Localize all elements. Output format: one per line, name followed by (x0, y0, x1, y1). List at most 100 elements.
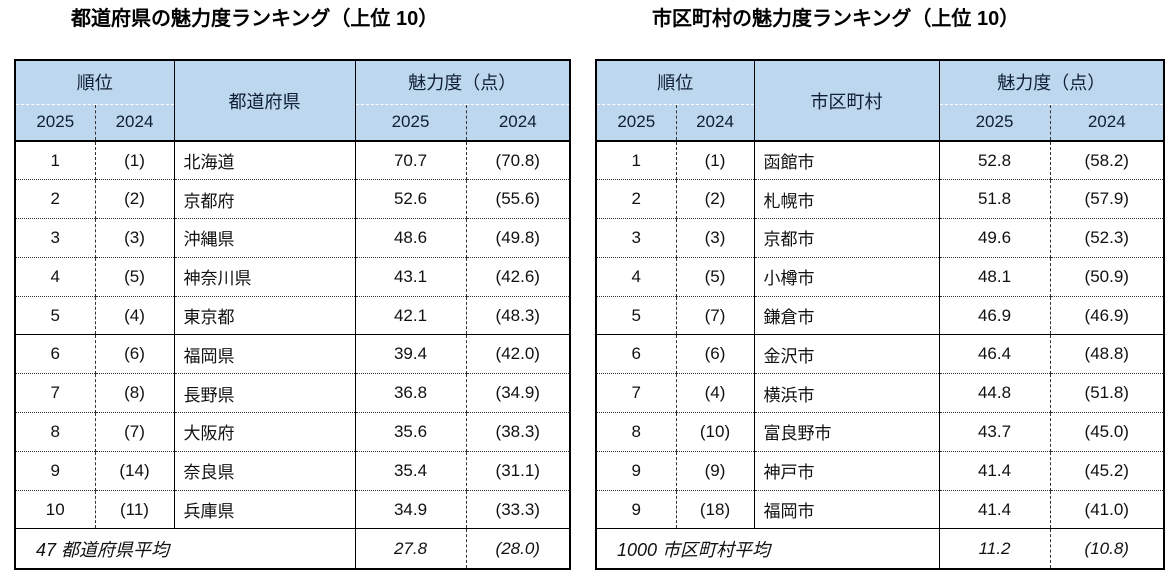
municipality-name-cell: 鎌倉市 (754, 295, 940, 335)
rank-year-current-header: 2025 (15, 104, 96, 141)
rank-cell: 4 (15, 256, 96, 297)
previous-rank-cell: (7) (676, 295, 755, 335)
table-row: 9 (14) 奈良県 35.4 (31.1) (15, 450, 570, 491)
municipality-ranking-table: 順位 市区町村 魅力度（点） 2025 2024 2025 2024 1 (1)… (595, 59, 1165, 570)
previous-score-cell: (34.9) (466, 373, 570, 413)
previous-rank-cell: (3) (95, 218, 175, 258)
previous-rank-cell: (5) (95, 256, 175, 297)
rank-cell: 6 (15, 334, 96, 374)
prefecture-name-cell: 兵庫県 (174, 489, 356, 529)
previous-score-cell: (42.0) (466, 334, 570, 374)
previous-score-cell: (38.3) (466, 412, 570, 452)
rank-cell: 1 (15, 140, 96, 180)
table-header: 順位 市区町村 魅力度（点） 2025 2024 2025 2024 (596, 60, 1164, 141)
rank-cell: 5 (15, 295, 96, 335)
prefecture-table-title: 都道府県の魅力度ランキング（上位 10） (71, 8, 439, 30)
table-header: 順位 都道府県 魅力度（点） 2025 2024 2025 2024 (15, 60, 570, 141)
municipality-name-cell: 金沢市 (754, 334, 940, 374)
rank-cell: 5 (596, 295, 677, 335)
previous-rank-cell: (3) (676, 218, 755, 258)
score-cell: 35.4 (355, 450, 467, 491)
previous-rank-cell: (10) (676, 412, 755, 452)
previous-score-cell: (51.8) (1050, 373, 1164, 413)
municipality-name-cell: 札幌市 (754, 179, 940, 219)
score-cell: 41.4 (939, 450, 1051, 491)
rank-cell: 1 (596, 140, 677, 180)
score-year-current-header: 2025 (355, 104, 467, 141)
previous-rank-cell: (1) (676, 140, 755, 180)
table-row: 7 (4) 横浜市 44.8 (51.8) (596, 373, 1164, 413)
rank-cell: 9 (15, 450, 96, 491)
table-row: 6 (6) 福岡県 39.4 (42.0) (15, 334, 570, 374)
average-label: 1000 市区町村平均 (596, 528, 940, 569)
table-row: 3 (3) 京都市 49.6 (52.3) (596, 218, 1164, 258)
score-year-previous-header: 2024 (466, 104, 570, 141)
previous-score-cell: (50.9) (1050, 256, 1164, 297)
table-row: 2 (2) 京都府 52.6 (55.6) (15, 179, 570, 219)
score-cell: 46.4 (939, 334, 1051, 374)
previous-score-cell: (55.6) (466, 179, 570, 219)
score-cell: 43.7 (939, 412, 1051, 452)
previous-rank-cell: (6) (676, 334, 755, 374)
table-body: 1 (1) 北海道 70.7 (70.8) 2 (2) 京都府 52.6 (55… (15, 140, 570, 529)
prefecture-name-cell: 北海道 (174, 140, 356, 180)
prefecture-name-cell: 東京都 (174, 295, 356, 335)
prefecture-name-cell: 沖縄県 (174, 218, 356, 258)
prefecture-name-cell: 奈良県 (174, 450, 356, 491)
previous-score-cell: (41.0) (1050, 489, 1164, 529)
score-year-previous-header: 2024 (1050, 104, 1164, 141)
rank-cell: 7 (596, 373, 677, 413)
score-cell: 43.1 (355, 256, 467, 297)
rank-cell: 9 (596, 450, 677, 491)
previous-score-cell: (49.8) (466, 218, 570, 258)
previous-score-cell: (70.8) (466, 140, 570, 180)
previous-rank-cell: (18) (676, 489, 755, 529)
prefecture-ranking-table: 順位 都道府県 魅力度（点） 2025 2024 2025 2024 1 (1)… (14, 59, 571, 570)
score-year-current-header: 2025 (939, 104, 1051, 141)
prefecture-name-cell: 京都府 (174, 179, 356, 219)
score-cell: 41.4 (939, 489, 1051, 529)
table-row: 4 (5) 小樽市 48.1 (50.9) (596, 256, 1164, 297)
average-score-cell: 27.8 (355, 528, 467, 569)
previous-rank-cell: (1) (95, 140, 175, 180)
rank-cell: 9 (596, 489, 677, 529)
score-cell: 39.4 (355, 334, 467, 374)
table-row: 2 (2) 札幌市 51.8 (57.9) (596, 179, 1164, 219)
previous-rank-cell: (7) (95, 412, 175, 452)
previous-score-cell: (45.0) (1050, 412, 1164, 452)
score-cell: 34.9 (355, 489, 467, 529)
average-label: 47 都道府県平均 (15, 528, 356, 569)
municipality-name-cell: 小樽市 (754, 256, 940, 297)
rank-group-header: 順位 (15, 60, 174, 105)
rank-cell: 10 (15, 489, 96, 529)
score-cell: 35.6 (355, 412, 467, 452)
score-group-header: 魅力度（点） (355, 60, 570, 105)
previous-score-cell: (33.3) (466, 489, 570, 529)
rank-year-previous-header: 2024 (95, 104, 174, 141)
table-row: 6 (6) 金沢市 46.4 (48.8) (596, 334, 1164, 374)
previous-rank-cell: (8) (95, 373, 175, 413)
municipality-name-cell: 神戸市 (754, 450, 940, 491)
municipality-table-title: 市区町村の魅力度ランキング（上位 10） (652, 8, 1020, 30)
municipality-ranking-panel: 市区町村の魅力度ランキング（上位 10） 順位 市区町村 魅力度（点） 2025… (595, 6, 1165, 570)
municipality-name-cell: 富良野市 (754, 412, 940, 452)
score-cell: 52.6 (355, 179, 467, 219)
previous-score-cell: (31.1) (466, 450, 570, 491)
rank-cell: 8 (596, 412, 677, 452)
previous-rank-cell: (2) (676, 179, 755, 219)
previous-score-cell: (48.8) (1050, 334, 1164, 374)
score-group-header: 魅力度（点） (939, 60, 1164, 105)
prefecture-name-cell: 神奈川県 (174, 256, 356, 297)
previous-rank-cell: (5) (676, 256, 755, 297)
average-score-cell: 11.2 (939, 528, 1051, 569)
previous-rank-cell: (4) (676, 373, 755, 413)
table-row: 5 (4) 東京都 42.1 (48.3) (15, 295, 570, 335)
rank-cell: 4 (596, 256, 677, 297)
average-previous-score-cell: (10.8) (1050, 528, 1164, 569)
prefecture-name-cell: 長野県 (174, 373, 356, 413)
average-row: 47 都道府県平均 27.8 (28.0) (15, 528, 570, 569)
rank-cell: 3 (15, 218, 96, 258)
table-row: 8 (10) 富良野市 43.7 (45.0) (596, 412, 1164, 452)
rank-group-header: 順位 (596, 60, 754, 105)
score-cell: 46.9 (939, 295, 1051, 335)
